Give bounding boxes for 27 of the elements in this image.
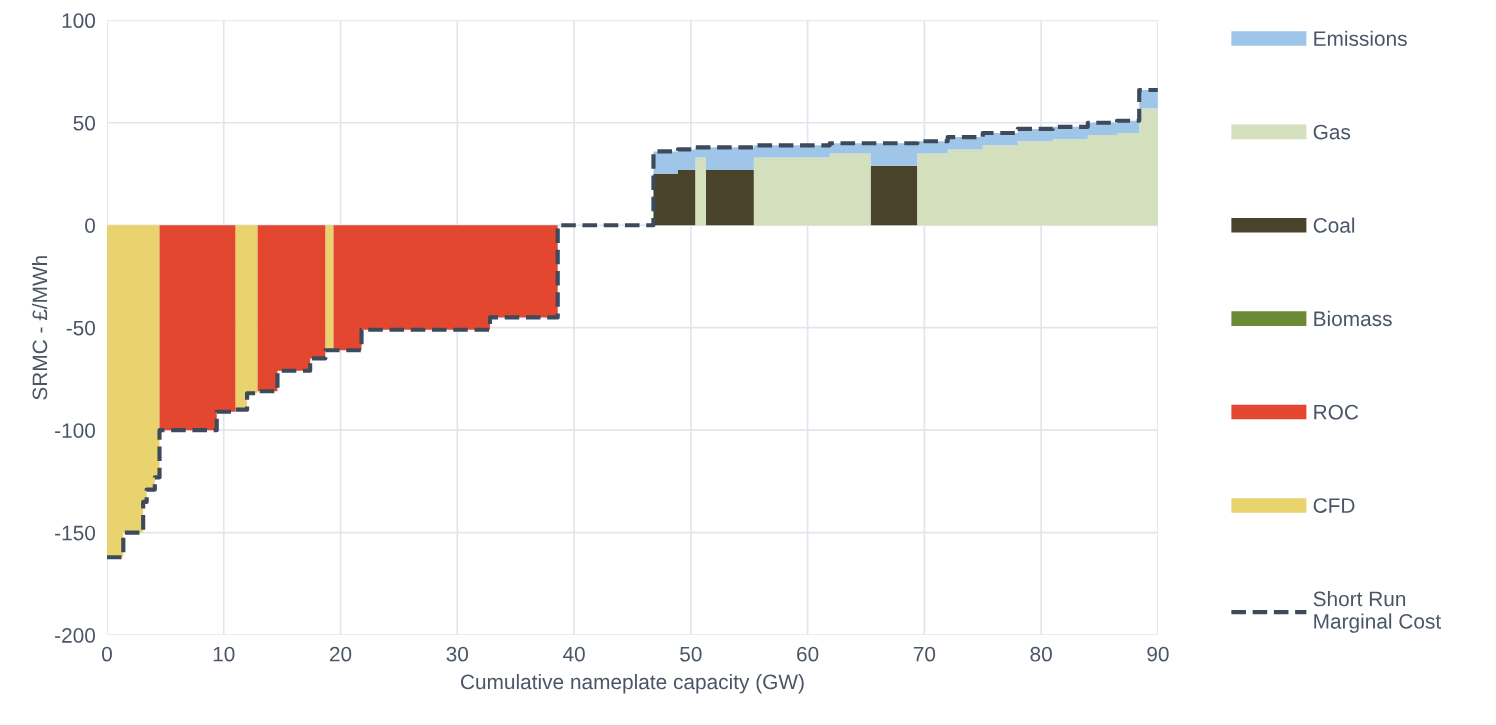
x-tick-label: 10	[213, 646, 235, 662]
legend-label: Short Run Marginal Cost	[1313, 590, 1441, 633]
y-tick-label: 0	[85, 218, 96, 233]
x-tick-label: 70	[913, 646, 936, 662]
legend-label: ROC	[1314, 404, 1359, 420]
x-tick-label: 60	[797, 646, 819, 662]
x-tick-label: 80	[1030, 646, 1052, 662]
legend-label: Gas	[1313, 124, 1351, 140]
x-tick-label: 50	[680, 646, 702, 662]
y-axis-title: SRMC - £/MWh	[31, 256, 48, 400]
y-tick-label: -200	[55, 628, 96, 643]
y-tick-label: 100	[62, 13, 96, 29]
x-tick-label: 30	[446, 646, 469, 662]
legend-label: Emissions	[1314, 30, 1407, 47]
y-tick-label: 50	[73, 115, 96, 131]
line-series	[106, 87, 1158, 560]
legend-label: CFD	[1313, 498, 1355, 513]
x-tick-label: 90	[1147, 646, 1169, 662]
legend-label: Biomass	[1314, 310, 1392, 327]
x-tick-label: 40	[562, 646, 585, 662]
y-tick-label: -100	[55, 423, 96, 438]
legend-label: Coal	[1313, 217, 1355, 233]
y-tick-label: -50	[66, 320, 96, 336]
y-tick-label: -150	[55, 525, 96, 541]
x-tick-label: 20	[329, 646, 352, 662]
x-axis-title: Cumulative nameplate capacity (GW)	[460, 673, 804, 694]
x-tick-label: 0	[101, 646, 112, 662]
